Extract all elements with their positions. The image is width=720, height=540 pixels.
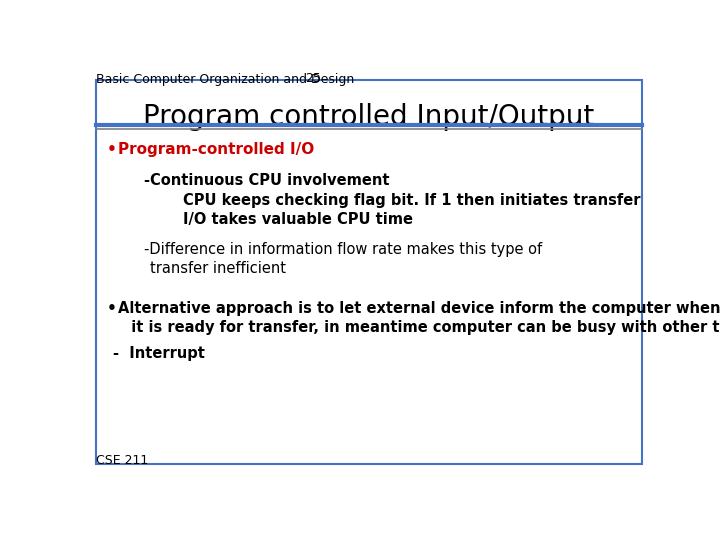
Text: Program controlled Input/Output: Program controlled Input/Output bbox=[143, 103, 595, 131]
Text: •: • bbox=[107, 142, 117, 157]
Text: -Continuous CPU involvement: -Continuous CPU involvement bbox=[144, 173, 390, 187]
FancyBboxPatch shape bbox=[96, 80, 642, 464]
Text: •: • bbox=[107, 301, 117, 316]
Text: -Difference in information flow rate makes this type of: -Difference in information flow rate mak… bbox=[144, 242, 542, 257]
Text: CSE 211: CSE 211 bbox=[96, 454, 148, 467]
Text: CPU keeps checking flag bit. If 1 then initiates transfer: CPU keeps checking flag bit. If 1 then i… bbox=[183, 193, 641, 207]
Text: -  Interrupt: - Interrupt bbox=[113, 346, 205, 361]
Text: transfer inefficient: transfer inefficient bbox=[150, 261, 287, 276]
Text: I/O takes valuable CPU time: I/O takes valuable CPU time bbox=[183, 212, 413, 227]
Text: 25: 25 bbox=[305, 72, 321, 85]
Text: Program-controlled I/O: Program-controlled I/O bbox=[118, 142, 314, 157]
Text: Alternative approach is to let external device inform the computer when: Alternative approach is to let external … bbox=[118, 301, 720, 316]
Text: it is ready for transfer, in meantime computer can be busy with other task: it is ready for transfer, in meantime co… bbox=[121, 320, 720, 335]
Text: Basic Computer Organization and Design: Basic Computer Organization and Design bbox=[96, 72, 354, 85]
